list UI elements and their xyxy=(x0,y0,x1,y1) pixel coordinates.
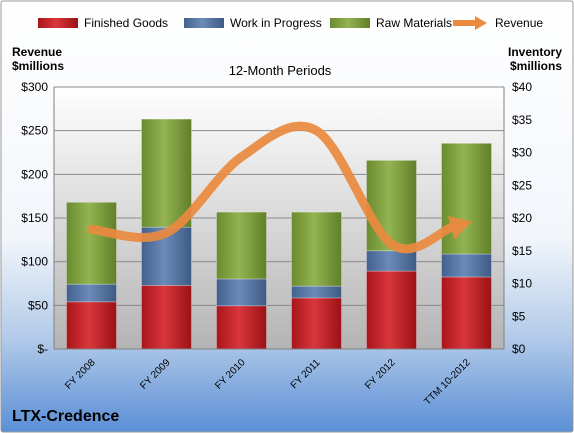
revenue-layer xyxy=(87,121,473,254)
legend-swatch-raw-materials xyxy=(330,18,370,28)
left-tick-label-5: $250 xyxy=(21,124,48,138)
left-tick-label-4: $200 xyxy=(21,167,48,181)
left-tick-label-3: $150 xyxy=(21,211,48,225)
right-tick-label-2: $10 xyxy=(512,277,532,291)
company-name: LTX-Credence xyxy=(12,408,119,425)
legend-label-finished-goods: Finished Goods xyxy=(84,16,168,30)
left-tick-label-6: $300 xyxy=(21,80,48,94)
left-axis-tick-labels: $- $50 $100 $150 $200 $250 $300 xyxy=(21,80,48,356)
legend-swatch-finished-goods xyxy=(38,18,78,28)
bar-work-in-progress-4 xyxy=(366,250,417,272)
bar-raw-materials-1 xyxy=(141,118,192,228)
bar-raw-materials-3 xyxy=(291,211,342,287)
bar-work-in-progress-5 xyxy=(441,253,492,278)
right-tick-label-5: $25 xyxy=(512,178,532,192)
bar-work-in-progress-3 xyxy=(291,285,342,299)
bar-finished-goods-3 xyxy=(291,297,342,350)
legend: Finished Goods Work in Progress Raw Materi… xyxy=(38,16,543,30)
right-tick-label-4: $20 xyxy=(512,211,532,225)
bar-raw-materials-5 xyxy=(441,142,492,255)
right-axis-label-line2: $millions xyxy=(510,59,562,73)
bar-work-in-progress-2 xyxy=(216,278,267,307)
bar-raw-materials-0 xyxy=(66,201,117,285)
gridlines xyxy=(54,86,504,306)
left-tick-label-2: $100 xyxy=(21,255,48,269)
bar-raw-materials-4 xyxy=(366,159,417,252)
bar-finished-goods-0 xyxy=(66,301,117,350)
right-axis-tick-labels: $0 $5 $10 $15 $20 $25 $30 $35 $40 xyxy=(512,80,532,356)
right-tick-label-8: $40 xyxy=(512,80,532,94)
chart-title: 12-Month Periods xyxy=(229,63,332,78)
bar-finished-goods-1 xyxy=(141,285,192,350)
left-axis-label-line1: Revenue xyxy=(12,45,62,59)
right-axis-label-line1: Inventory xyxy=(508,45,562,59)
left-axis-label-line2: $millions xyxy=(12,59,64,73)
legend-swatch-work-in-progress xyxy=(184,18,224,28)
right-tick-label-6: $30 xyxy=(512,146,532,160)
bars xyxy=(66,118,492,350)
left-tick-label-0: $- xyxy=(37,342,48,356)
right-tick-label-3: $15 xyxy=(512,244,532,258)
bar-finished-goods-5 xyxy=(441,276,492,350)
right-tick-label-1: $5 xyxy=(512,309,526,323)
right-tick-label-7: $35 xyxy=(512,113,532,127)
axis-lines xyxy=(53,87,505,350)
legend-label-work-in-progress: Work in Progress xyxy=(230,16,322,30)
bar-work-in-progress-0 xyxy=(66,283,117,303)
legend-label-revenue: Revenue xyxy=(495,16,543,30)
bar-finished-goods-4 xyxy=(366,270,417,350)
right-tick-label-0: $0 xyxy=(512,342,526,356)
bar-finished-goods-2 xyxy=(216,305,267,350)
bar-raw-materials-2 xyxy=(216,211,267,280)
left-tick-label-1: $50 xyxy=(28,298,48,312)
revenue-arrowhead xyxy=(447,215,473,240)
legend-label-raw-materials: Raw Materials xyxy=(376,16,452,30)
legend-swatch-revenue-arrowhead xyxy=(475,16,487,30)
